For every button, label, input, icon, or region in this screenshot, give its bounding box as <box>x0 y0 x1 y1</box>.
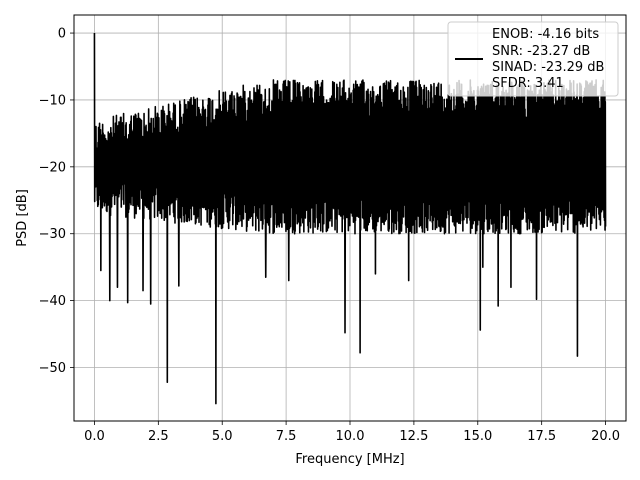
legend-text-enob: ENOB: -4.16 bits <box>492 27 599 42</box>
legend-text-sinad: SINAD: -23.29 dB <box>492 60 604 75</box>
psd-series-line <box>93 33 607 405</box>
x-tick-label: 15.0 <box>463 429 492 444</box>
x-axis-ticks: 0.0 2.5 5.0 7.5 10.0 12.5 15.0 17.5 20.0 <box>84 421 620 444</box>
x-tick-label: 5.0 <box>212 429 233 444</box>
x-axis-label: Frequency [MHz] <box>295 452 404 467</box>
legend-box <box>447 21 619 97</box>
legend-text-snr: SNR: -23.27 dB <box>492 44 590 59</box>
x-tick-label: 20.0 <box>591 429 620 444</box>
legend: ENOB: -4.16 bits SNR: -23.27 dB SINAD: -… <box>447 21 619 97</box>
x-tick-label: 12.5 <box>399 429 428 444</box>
y-tick-label: −50 <box>39 361 66 376</box>
y-tick-label: 0 <box>58 27 66 42</box>
x-tick-label: 0.0 <box>84 429 105 444</box>
y-axis-ticks: 0 −10 −20 −30 −40 −50 <box>39 27 74 376</box>
y-axis-label: PSD [dB] <box>15 189 30 247</box>
legend-text-sfdr: SFDR: 3.41 <box>492 76 564 91</box>
y-tick-label: −30 <box>39 227 66 242</box>
x-tick-label: 10.0 <box>336 429 365 444</box>
x-tick-label: 2.5 <box>148 429 169 444</box>
y-tick-label: −10 <box>39 93 66 108</box>
plot-area <box>93 33 607 405</box>
y-tick-label: −40 <box>39 294 66 309</box>
x-tick-label: 7.5 <box>276 429 297 444</box>
y-tick-label: −20 <box>39 160 66 175</box>
x-tick-label: 17.5 <box>527 429 556 444</box>
